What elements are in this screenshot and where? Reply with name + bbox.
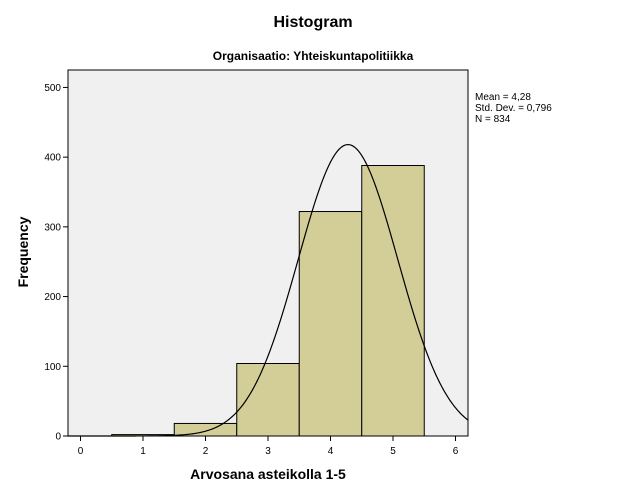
x-axis-label: Arvosana asteikolla 1-5	[190, 466, 346, 482]
x-tick-label-5: 5	[390, 446, 396, 457]
y-axis: 0 100 200 300 400 500	[44, 83, 68, 443]
x-axis: 0 1 2 3 4 5 6	[78, 436, 459, 457]
x-tick-label-6: 6	[453, 446, 459, 457]
y-tick-label-500: 500	[44, 83, 61, 94]
histogram-bar-2	[173, 422, 238, 437]
x-tick-label-4: 4	[328, 446, 334, 457]
stat-sd: Std. Dev. = 0,796	[475, 103, 552, 114]
stats-box: Mean = 4,28 Std. Dev. = 0,796 N = 834	[475, 92, 552, 125]
normal-curve	[68, 143, 469, 437]
y-tick-label-0: 0	[55, 432, 61, 443]
x-tick-label-2: 2	[203, 446, 209, 457]
curve-group	[68, 143, 469, 437]
y-tick-label-100: 100	[44, 362, 61, 373]
chart-subtitle: Organisaatio: Yhteiskuntapolitiikka	[212, 49, 414, 63]
y-tick-label-400: 400	[44, 153, 61, 164]
stat-n: N = 834	[475, 114, 511, 125]
x-tick-label-3: 3	[265, 446, 271, 457]
y-tick-label-300: 300	[44, 222, 61, 233]
x-tick-label-1: 1	[140, 446, 146, 457]
histogram-bar-4	[298, 211, 363, 437]
x-tick-label-0: 0	[78, 446, 84, 457]
histogram-bar-3	[236, 362, 300, 437]
y-tick-label-200: 200	[44, 292, 61, 303]
stat-mean: Mean = 4,28	[475, 92, 531, 103]
y-axis-label: Frequency	[15, 216, 31, 288]
histogram-bar-5	[361, 165, 425, 437]
chart-title: Histogram	[273, 14, 353, 31]
bars-group	[111, 165, 425, 437]
